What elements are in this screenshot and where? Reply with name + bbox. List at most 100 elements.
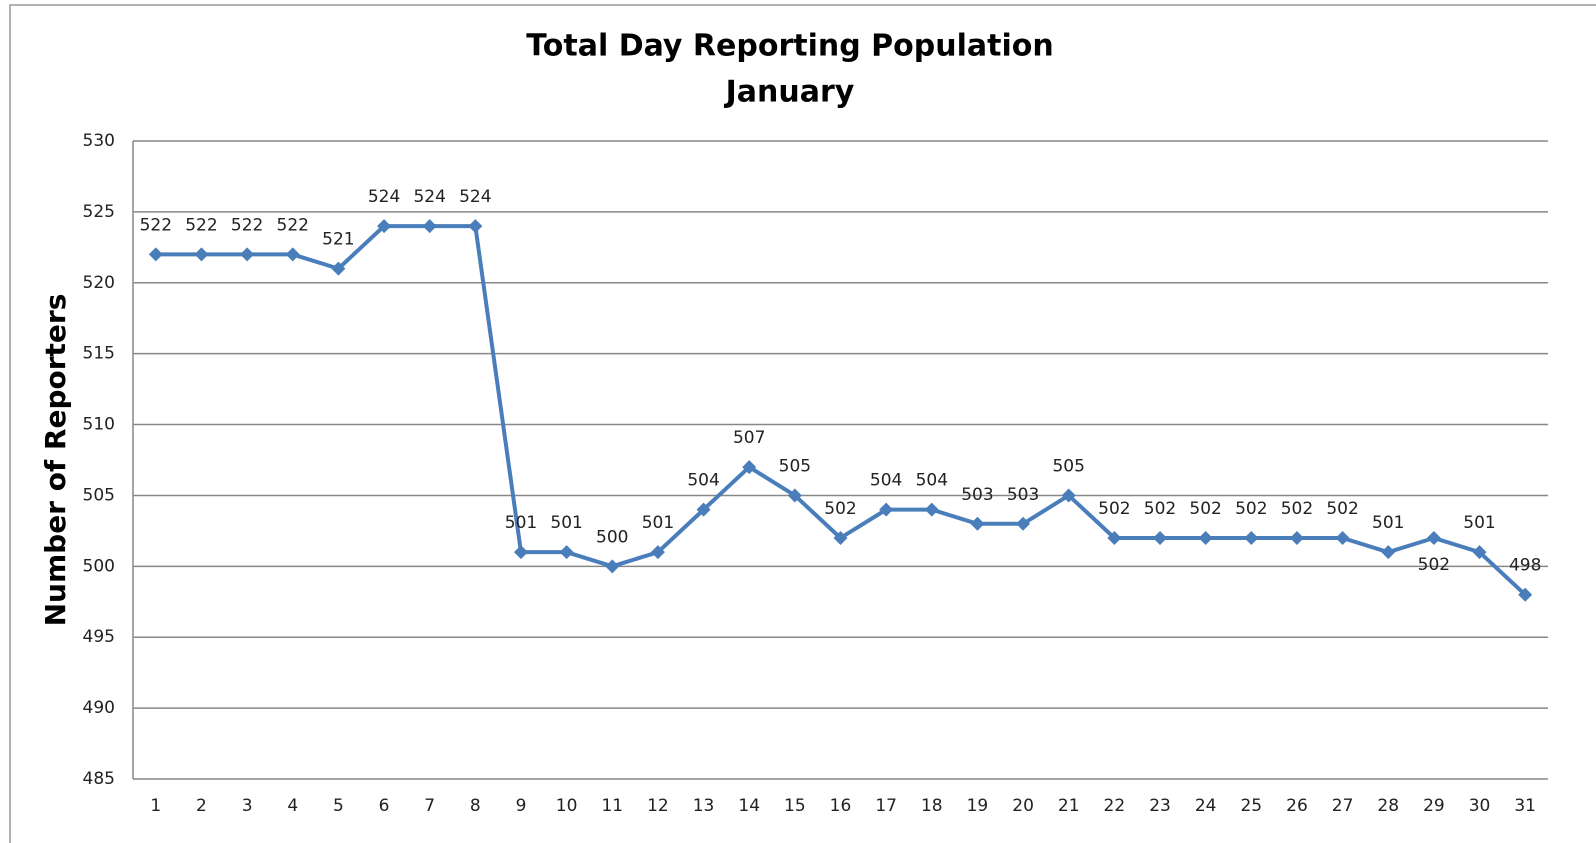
data-label: 522 (277, 215, 309, 235)
x-tick-label: 11 (601, 796, 623, 816)
data-point (377, 219, 392, 234)
data-point (1518, 587, 1533, 602)
x-tick-label: 27 (1332, 796, 1354, 816)
data-point (696, 502, 711, 517)
y-tick-label: 510 (83, 415, 115, 435)
data-point (1426, 530, 1441, 545)
data-label: 503 (1007, 485, 1039, 505)
data-point (331, 261, 346, 276)
y-tick-label: 515 (83, 344, 115, 364)
data-point (422, 219, 437, 234)
x-tick-label: 2 (196, 796, 207, 816)
x-tick-label: 20 (1012, 796, 1034, 816)
data-label: 505 (779, 456, 811, 476)
x-tick-label: 16 (830, 796, 852, 816)
chart-title: Total Day Reporting Population (526, 29, 1053, 64)
x-tick-label: 17 (875, 796, 897, 816)
data-label: 501 (1463, 513, 1495, 533)
x-tick-label: 8 (470, 796, 481, 816)
data-label: 504 (687, 471, 719, 491)
data-point (1198, 530, 1213, 545)
x-tick-label: 29 (1423, 796, 1445, 816)
y-tick-label: 485 (83, 769, 115, 789)
data-label: 524 (413, 187, 445, 207)
data-point (1153, 530, 1168, 545)
data-point (1335, 530, 1350, 545)
data-point (879, 502, 894, 517)
data-label: 502 (1144, 499, 1176, 519)
data-point (1244, 530, 1259, 545)
x-tick-label: 21 (1058, 796, 1080, 816)
y-tick-label: 530 (83, 131, 115, 151)
x-tick-label: 7 (424, 796, 435, 816)
y-tick-label: 490 (83, 698, 115, 718)
data-point (650, 545, 665, 560)
data-label: 504 (870, 471, 902, 491)
data-label: 505 (1052, 456, 1084, 476)
x-tick-label: 24 (1195, 796, 1217, 816)
data-label: 501 (550, 513, 582, 533)
data-label: 522 (140, 215, 172, 235)
y-tick-label: 525 (83, 202, 115, 222)
data-point (1016, 516, 1031, 531)
data-point (1061, 488, 1076, 503)
data-point (787, 488, 802, 503)
data-point (1107, 530, 1122, 545)
x-tick-label: 18 (921, 796, 943, 816)
y-tick-label: 500 (83, 556, 115, 576)
data-point (285, 247, 300, 262)
data-label: 524 (459, 187, 491, 207)
data-point (970, 516, 985, 531)
x-tick-label: 5 (333, 796, 344, 816)
x-tick-label: 23 (1149, 796, 1171, 816)
x-tick-label: 1 (150, 796, 161, 816)
x-tick-label: 10 (556, 796, 578, 816)
x-tick-label: 6 (379, 796, 390, 816)
data-point (194, 247, 209, 262)
data-label: 503 (961, 485, 993, 505)
data-label: 502 (1098, 499, 1130, 519)
chart-subtitle: January (724, 75, 855, 110)
x-tick-label: 14 (738, 796, 760, 816)
data-label: 502 (1235, 499, 1267, 519)
data-label: 504 (916, 471, 948, 491)
x-tick-label: 25 (1240, 796, 1262, 816)
x-tick-label: 3 (242, 796, 253, 816)
x-tick-label: 28 (1377, 796, 1399, 816)
data-point (148, 247, 163, 262)
y-tick-label: 495 (83, 627, 115, 647)
data-point (1472, 545, 1487, 560)
data-point (924, 502, 939, 517)
data-label: 501 (642, 513, 674, 533)
data-label: 502 (1281, 499, 1313, 519)
data-label: 522 (231, 215, 263, 235)
x-tick-label: 12 (647, 796, 669, 816)
data-label: 500 (596, 527, 628, 547)
data-label: 521 (322, 230, 354, 250)
x-tick-label: 30 (1469, 796, 1491, 816)
y-tick-label: 505 (83, 485, 115, 505)
x-tick-label: 22 (1104, 796, 1126, 816)
data-label: 502 (824, 499, 856, 519)
data-label: 524 (368, 187, 400, 207)
data-label: 507 (733, 428, 765, 448)
x-tick-label: 4 (287, 796, 298, 816)
data-label: 502 (1189, 499, 1221, 519)
data-point (468, 219, 483, 234)
y-axis-title: Number of Reporters (39, 294, 72, 627)
data-point (605, 559, 620, 574)
x-tick-label: 13 (693, 796, 715, 816)
data-point (513, 545, 528, 560)
x-tick-label: 26 (1286, 796, 1308, 816)
x-tick-label: 9 (516, 796, 527, 816)
data-label: 502 (1418, 555, 1450, 575)
data-label: 498 (1509, 556, 1541, 576)
x-tick-label: 31 (1514, 796, 1536, 816)
x-tick-label: 15 (784, 796, 806, 816)
data-point (240, 247, 255, 262)
data-point (559, 545, 574, 560)
x-tick-label: 19 (967, 796, 989, 816)
data-label: 501 (1372, 513, 1404, 533)
y-tick-label: 520 (83, 273, 115, 293)
